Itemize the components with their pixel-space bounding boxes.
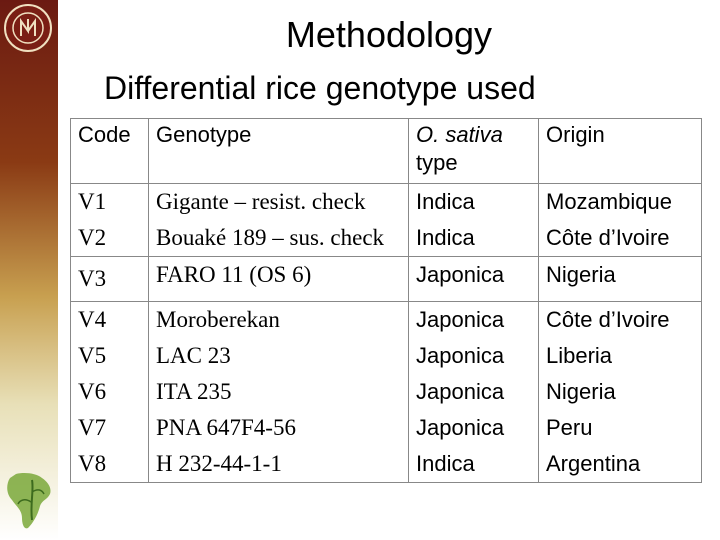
header-genotype: Genotype [148,118,409,184]
genotype-table: Code Genotype O. sativa type Origin V1 Gi… [70,118,702,483]
cell-code: V4 [70,301,149,338]
table-row: V3 FARO 11 (OS 6) Japonica Nigeria [70,256,702,302]
africa-rice-congress-logo [7,473,51,529]
header-origin: Origin [538,118,702,184]
cell-type: Indica [408,220,539,257]
cell-type: Japonica [408,338,539,374]
cell-code: V8 [70,446,149,483]
cell-origin: Liberia [538,338,702,374]
cell-genotype: FARO 11 (OS 6) [148,256,409,302]
cell-genotype: Moroberekan [148,301,409,338]
header-code: Code [70,118,149,184]
cell-origin: Côte d’Ivoire [538,301,702,338]
cell-genotype: LAC 23 [148,338,409,374]
cell-genotype: H 232-44-1-1 [148,446,409,483]
table-row: V2 Bouaké 189 – sus. check Indica Côte d… [70,220,702,257]
cell-code: V3 [70,256,149,302]
cell-genotype: Gigante – resist. check [148,183,409,220]
cell-code: V7 [70,410,149,446]
table-row: V5 LAC 23 Japonica Liberia [70,338,702,374]
header-sativa-italic: O. sativa [416,122,503,147]
cell-origin: Argentina [538,446,702,483]
cell-code: V1 [70,183,149,220]
table-row: V7 PNA 647F4-56 Japonica Peru [70,410,702,446]
left-sidebar-band [0,0,58,540]
cell-type: Indica [408,446,539,483]
cell-origin: Mozambique [538,183,702,220]
cell-origin: Nigeria [538,374,702,410]
table-row: V8 H 232-44-1-1 Indica Argentina [70,446,702,483]
header-type: type [416,150,458,175]
page-subtitle: Differential rice genotype used [104,70,536,106]
warda-seal-logo [4,4,52,52]
table-row: V6 ITA 235 Japonica Nigeria [70,374,702,410]
cell-type: Japonica [408,301,539,338]
cell-origin: Nigeria [538,256,702,302]
cell-code: V6 [70,374,149,410]
table-header-row: Code Genotype O. sativa type Origin [70,118,702,184]
cell-genotype: Bouaké 189 – sus. check [148,220,409,257]
table-row: V4 Moroberekan Japonica Côte d’Ivoire [70,301,702,338]
cell-origin: Côte d’Ivoire [538,220,702,257]
cell-genotype: ITA 235 [148,374,409,410]
table-row: V1 Gigante – resist. check Indica Mozamb… [70,183,702,220]
cell-type: Japonica [408,256,539,302]
cell-type: Indica [408,183,539,220]
cell-code: V2 [70,220,149,257]
cell-origin: Peru [538,410,702,446]
cell-type: Japonica [408,374,539,410]
page-title: Methodology [285,14,493,55]
cell-code: V5 [70,338,149,374]
cell-genotype: PNA 647F4-56 [148,410,409,446]
cell-type: Japonica [408,410,539,446]
header-sativa-type: O. sativa type [408,118,539,184]
